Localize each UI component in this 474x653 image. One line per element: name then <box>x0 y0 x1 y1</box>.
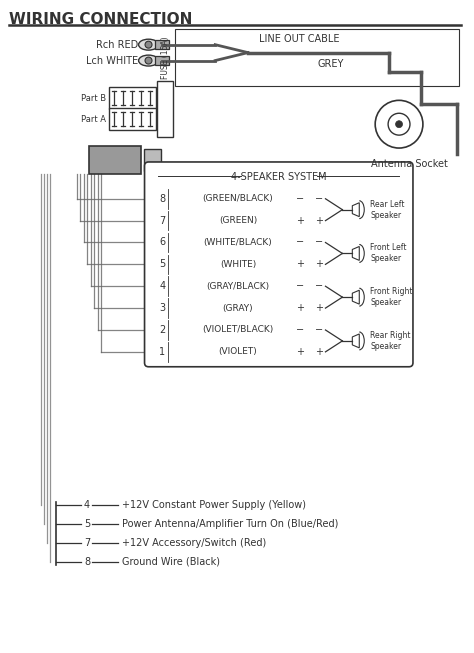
Text: (GREEN/BLACK): (GREEN/BLACK) <box>202 194 273 203</box>
Text: Rch RED: Rch RED <box>96 40 138 50</box>
Text: +: + <box>316 215 324 226</box>
Text: Rear Left
Speaker: Rear Left Speaker <box>370 200 405 220</box>
FancyBboxPatch shape <box>144 149 162 171</box>
Text: Part A: Part A <box>81 115 106 123</box>
Text: +: + <box>296 215 304 226</box>
Text: Rear Right
Speaker: Rear Right Speaker <box>370 331 410 351</box>
Circle shape <box>396 121 402 128</box>
Text: +: + <box>316 303 324 313</box>
Text: (GRAY/BLACK): (GRAY/BLACK) <box>207 281 270 291</box>
Text: (WHITE/BLACK): (WHITE/BLACK) <box>204 238 273 247</box>
Text: −: − <box>296 194 304 204</box>
Text: Antenna Socket: Antenna Socket <box>371 159 447 169</box>
Ellipse shape <box>138 39 158 50</box>
FancyBboxPatch shape <box>109 88 156 109</box>
Text: 7: 7 <box>84 537 90 548</box>
Text: −: − <box>316 238 324 247</box>
Text: Part B: Part B <box>81 94 106 103</box>
FancyBboxPatch shape <box>145 162 413 367</box>
Text: +: + <box>316 347 324 357</box>
Text: WIRING CONNECTION: WIRING CONNECTION <box>9 12 193 27</box>
Text: +: + <box>296 347 304 357</box>
Text: 1: 1 <box>159 347 165 357</box>
Text: −: − <box>316 194 324 204</box>
Text: 5: 5 <box>159 259 165 270</box>
Text: −: − <box>316 325 324 335</box>
Circle shape <box>145 41 152 48</box>
Text: +12V Constant Power Supply (Yellow): +12V Constant Power Supply (Yellow) <box>122 500 306 510</box>
Text: 2: 2 <box>159 325 165 335</box>
Text: Front Left
Speaker: Front Left Speaker <box>370 244 407 263</box>
FancyBboxPatch shape <box>155 56 169 65</box>
FancyBboxPatch shape <box>157 82 173 137</box>
Text: 5: 5 <box>84 519 90 529</box>
Text: (GREEN): (GREEN) <box>219 216 257 225</box>
Text: (VIOLET/BLACK): (VIOLET/BLACK) <box>202 325 273 334</box>
Text: −: − <box>296 281 304 291</box>
Text: (VIOLET): (VIOLET) <box>219 347 257 357</box>
Text: (WHITE): (WHITE) <box>220 260 256 269</box>
Text: 7: 7 <box>159 215 165 226</box>
Text: GREY: GREY <box>318 59 344 69</box>
Text: Lch WHITE: Lch WHITE <box>86 56 138 65</box>
Text: 8: 8 <box>159 194 165 204</box>
Text: (GRAY): (GRAY) <box>223 304 253 313</box>
Text: Ground Wire (Black): Ground Wire (Black) <box>122 556 219 567</box>
Text: Power Antenna/Amplifier Turn On (Blue/Red): Power Antenna/Amplifier Turn On (Blue/Re… <box>122 519 338 529</box>
Circle shape <box>145 57 152 64</box>
Text: −: − <box>296 238 304 247</box>
Text: −: − <box>316 281 324 291</box>
Ellipse shape <box>138 55 158 66</box>
Text: LINE OUT CABLE: LINE OUT CABLE <box>259 34 340 44</box>
Text: +: + <box>316 259 324 270</box>
Text: +12V Accessory/Switch (Red): +12V Accessory/Switch (Red) <box>122 537 266 548</box>
FancyBboxPatch shape <box>89 146 141 174</box>
Text: 4-SPEAKER SYSTEM: 4-SPEAKER SYSTEM <box>231 172 327 182</box>
Text: +: + <box>296 303 304 313</box>
Text: FUSE (15A): FUSE (15A) <box>161 37 170 80</box>
Text: 8: 8 <box>84 556 90 567</box>
FancyBboxPatch shape <box>109 108 156 130</box>
Text: 6: 6 <box>159 238 165 247</box>
Text: 4: 4 <box>84 500 90 510</box>
Text: 3: 3 <box>159 303 165 313</box>
Text: Front Right
Speaker: Front Right Speaker <box>370 287 413 307</box>
FancyBboxPatch shape <box>155 40 169 49</box>
Text: +: + <box>296 259 304 270</box>
Text: 4: 4 <box>159 281 165 291</box>
Text: −: − <box>296 325 304 335</box>
